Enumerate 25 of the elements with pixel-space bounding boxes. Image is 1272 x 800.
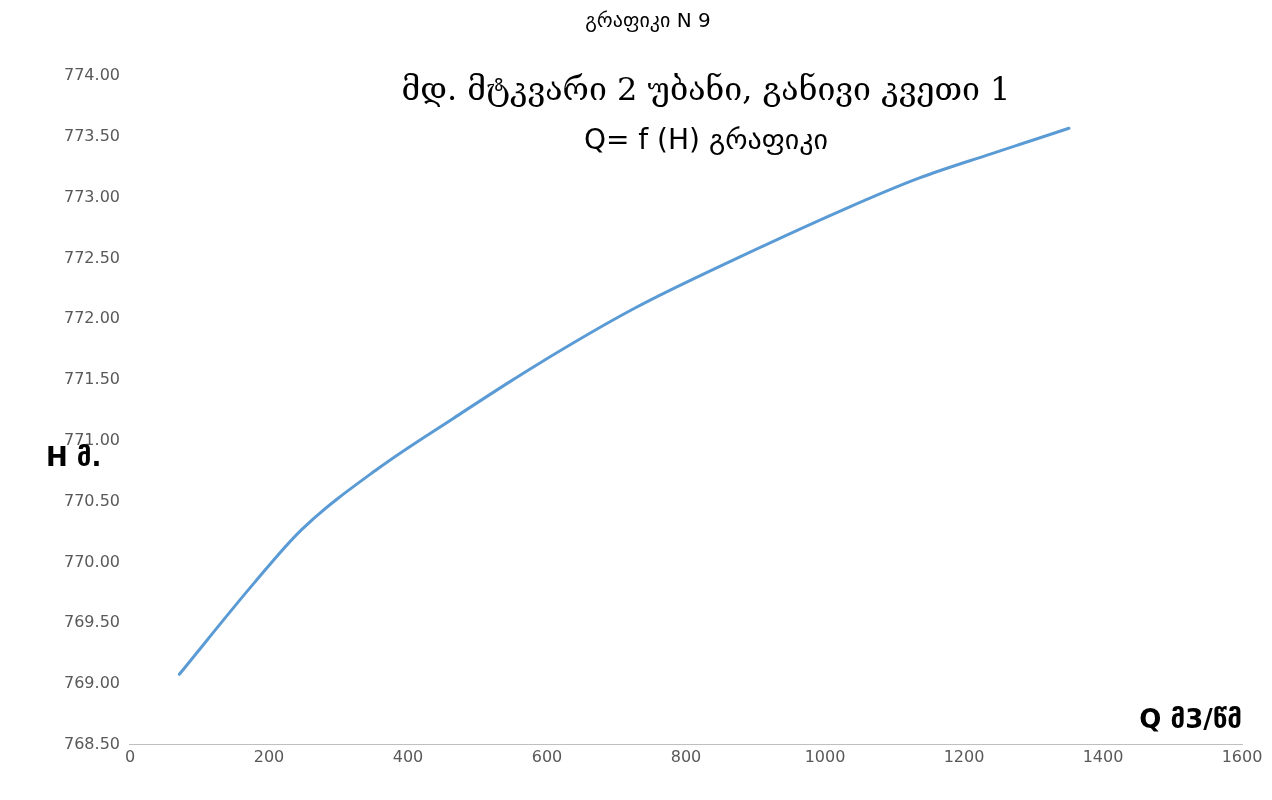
- chart-title: გრაფიკი N 9: [585, 8, 711, 33]
- y-tick-label: 770.50: [64, 490, 120, 510]
- x-tick-label: 400: [392, 746, 424, 766]
- y-tick-label: 770.00: [64, 551, 120, 571]
- y-tick-label: 773.50: [64, 125, 120, 145]
- annotation: მდ. მტკვარი 2 უბანი, განივი კვეთი 1: [401, 70, 1011, 109]
- x-tick-label: 1200: [943, 746, 985, 766]
- y-tick-label: 774.00: [64, 65, 120, 85]
- y-tick-label: 768.50: [64, 733, 120, 753]
- y-tick-label: 769.00: [64, 673, 120, 693]
- x-tick-label: 800: [670, 746, 702, 766]
- x-axis-title: Q მ3/წმ: [1139, 703, 1242, 734]
- x-tick-label: 0: [124, 746, 136, 766]
- x-tick-label: 1600: [1221, 746, 1263, 766]
- x-tick-label: 600: [531, 746, 563, 766]
- x-tick-label: 1000: [804, 746, 846, 766]
- y-tick-label: 772.00: [64, 308, 120, 328]
- x-tick-label: 1400: [1082, 746, 1124, 766]
- y-tick-label: 769.50: [64, 612, 120, 632]
- y-tick-label: 771.50: [64, 369, 120, 389]
- y-tick-label: 772.50: [64, 247, 120, 267]
- x-tick-label: 200: [253, 746, 285, 766]
- y-tick-label: 773.00: [64, 186, 120, 206]
- annotation: Q= f (H) გრაფიკი: [583, 123, 829, 157]
- line-series: [177, 126, 1071, 676]
